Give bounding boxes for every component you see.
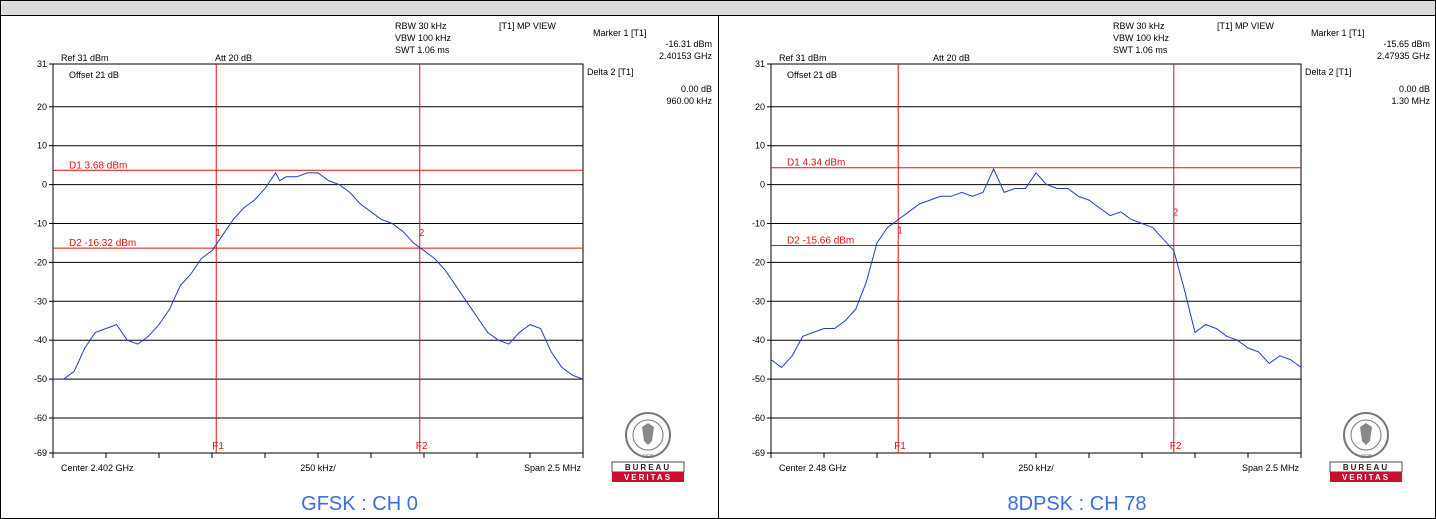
y-tick-label: -69: [34, 448, 47, 458]
logo-bottom-text: VERITAS: [624, 473, 672, 482]
y-tick-label: -60: [752, 413, 765, 423]
delta2-level: 0.00 dB: [1399, 84, 1430, 94]
y-tick-label: -50: [752, 374, 765, 384]
center-frequency-label: Center 2.48 GHz: [779, 463, 847, 473]
marker1-frequency: 2.47935 GHz: [1377, 51, 1431, 61]
delta2-frequency: 960.00 kHz: [666, 96, 712, 106]
rbw-label: RBW 30 kHz: [395, 21, 447, 31]
display-line-d2-label: D2 -15.66 dBm: [787, 236, 854, 247]
marker-1-label: 1: [215, 228, 221, 239]
frequency-line-f2-label: F2: [1170, 441, 1182, 452]
chart-cell-8dpsk: RBW 30 kHz VBW 100 kHz SWT 1.06 ms [T1] MP …: [719, 16, 1435, 518]
plot-frame: [770, 63, 1302, 454]
y-tick-label: -20: [34, 257, 47, 267]
caption-8dpsk: 8DPSK : CH 78: [1007, 493, 1147, 515]
seal-figure: [1360, 423, 1372, 445]
y-tick-label: 0: [42, 180, 47, 190]
y-tick-label: -60: [34, 413, 47, 423]
center-frequency-label: Center 2.402 GHz: [61, 463, 134, 473]
ref-level-label: Ref 31 dBm: [61, 53, 109, 63]
spectrum-trace: [770, 167, 1302, 369]
delta2-level: 0.00 dB: [681, 84, 712, 94]
frequency-line-f1-label: F1: [212, 441, 224, 452]
y-tick-label: -30: [34, 296, 47, 306]
logo-bottom-band: [1330, 472, 1402, 482]
display-line-d1-label: D1 4.34 dBm: [787, 158, 845, 169]
bureau-veritas-seal-icon: [1343, 412, 1389, 458]
y-tick-label: -40: [752, 335, 765, 345]
display-line-d2-label: D2 -16.32 dBm: [69, 238, 136, 249]
table-header-row: [1, 1, 1435, 16]
y-tick-label: 20: [755, 102, 765, 112]
marker1-level: -15.65 dBm: [1383, 39, 1430, 49]
division-label: 250 kHz/: [300, 463, 336, 473]
plot-frame: [52, 63, 584, 454]
marker1-level: -16.31 dBm: [665, 39, 712, 49]
logo-bottom-band: [612, 472, 684, 482]
swt-label: SWT 1.06 ms: [1113, 45, 1168, 55]
caption-gfsk: GFSK : CH 0: [301, 493, 418, 515]
ref-level-label: Ref 31 dBm: [779, 53, 827, 63]
seal-year: 1828: [642, 454, 653, 460]
y-tick-label: -69: [752, 448, 765, 458]
vbw-label: VBW 100 kHz: [395, 33, 452, 43]
y-tick-label: -10: [34, 218, 47, 228]
y-tick-label: -40: [34, 335, 47, 345]
spectrum-plot-gfsk: RBW 30 kHz VBW 100 kHz SWT 1.06 ms [T1] MP …: [34, 21, 713, 482]
y-tick-label: -30: [752, 296, 765, 306]
seal-outer-ring: [1343, 412, 1389, 458]
y-tick-label: 20: [37, 102, 47, 112]
y-tick-label: 31: [755, 59, 765, 69]
y-tick-label: 31: [37, 59, 47, 69]
seal-inner-ring: [632, 419, 664, 451]
y-tick-label: -20: [752, 257, 765, 267]
rbw-label: RBW 30 kHz: [1113, 21, 1165, 31]
y-tick-label: 10: [37, 141, 47, 151]
display-line-d1-label: D1 3.68 dBm: [69, 160, 127, 171]
mode-label: [T1] MP VIEW: [1217, 21, 1274, 31]
frequency-line-f2-label: F2: [416, 441, 428, 452]
spectrum-trace: [53, 171, 584, 380]
spectrum-plot-8dpsk: RBW 30 kHz VBW 100 kHz SWT 1.06 ms [T1] MP …: [752, 21, 1431, 482]
y-tick-label: -10: [752, 218, 765, 228]
swt-label: SWT 1.06 ms: [395, 45, 450, 55]
delta2-frequency: 1.30 MHz: [1391, 96, 1430, 106]
marker1-title: Marker 1 [T1]: [1311, 28, 1365, 38]
frequency-line-f1-label: F1: [894, 441, 906, 452]
attenuation-label: Att 20 dB: [933, 53, 970, 63]
seal-inner-ring: [1350, 419, 1382, 451]
span-label: Span 2.5 MHz: [524, 463, 582, 473]
y-tick-label: 0: [760, 180, 765, 190]
offset-label: Offset 21 dB: [787, 70, 837, 80]
marker1-title: Marker 1 [T1]: [593, 28, 647, 38]
delta2-title: Delta 2 [T1]: [587, 67, 634, 77]
delta2-title: Delta 2 [T1]: [1305, 67, 1352, 77]
y-tick-label: 10: [755, 141, 765, 151]
y-tick-label: -50: [34, 374, 47, 384]
vbw-label: VBW 100 kHz: [1113, 33, 1170, 43]
seal-year: 1828: [1360, 454, 1371, 460]
division-label: 250 kHz/: [1018, 463, 1054, 473]
chart-cell-gfsk: RBW 30 kHz VBW 100 kHz SWT 1.06 ms [T1] MP …: [1, 16, 719, 518]
marker-2-label: 2: [1173, 207, 1179, 218]
seal-outer-ring: [625, 412, 671, 458]
attenuation-label: Att 20 dB: [215, 53, 252, 63]
marker-1-label: 1: [897, 225, 903, 236]
logo-top-text: BUREAU: [625, 463, 671, 472]
bureau-veritas-seal-icon: [625, 412, 671, 458]
logo-top-text: BUREAU: [1343, 463, 1389, 472]
marker1-frequency: 2.40153 GHz: [659, 51, 713, 61]
span-label: Span 2.5 MHz: [1242, 463, 1300, 473]
seal-figure: [642, 423, 654, 445]
logo-bottom-text: VERITAS: [1342, 473, 1390, 482]
offset-label: Offset 21 dB: [69, 70, 119, 80]
marker-2-label: 2: [419, 228, 425, 239]
mode-label: [T1] MP VIEW: [499, 21, 556, 31]
